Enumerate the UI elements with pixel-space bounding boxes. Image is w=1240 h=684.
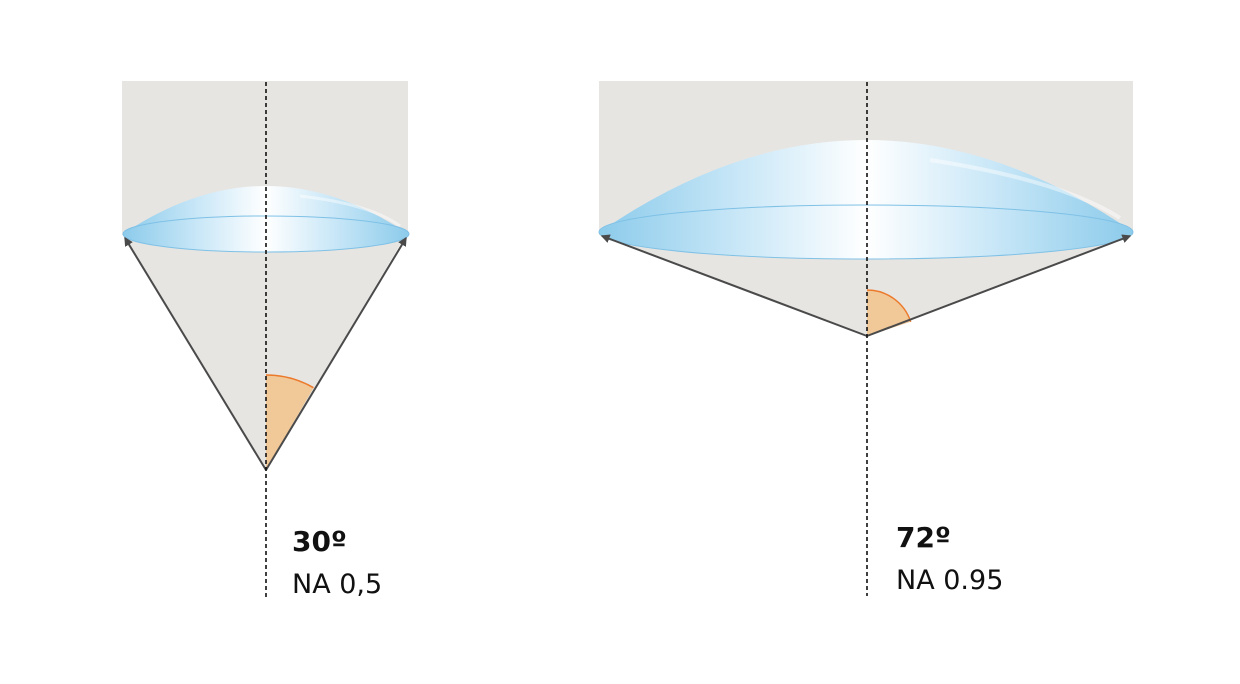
angle-label-low-na: 30º	[292, 525, 347, 558]
ray-right-arrow	[265, 236, 407, 471]
lens-highlight	[299, 194, 401, 228]
angle-arc	[866, 289, 912, 323]
lens-highlight	[929, 158, 1122, 220]
light-cone	[601, 235, 1131, 336]
diagram-high-na	[598, 81, 1134, 596]
na-label-high-na: NA 0.95	[896, 565, 1004, 596]
na-label-low-na: NA 0,5	[292, 569, 383, 600]
ray-right-arrow	[866, 234, 1132, 337]
ray-left-arrow	[600, 234, 868, 337]
lens-rim	[598, 204, 1134, 260]
angle-label-high-na: 72º	[896, 521, 951, 554]
light-cone	[124, 235, 406, 470]
angle-sector	[266, 375, 314, 470]
diagram-low-na	[122, 81, 410, 600]
ray-left-arrow	[124, 236, 267, 471]
angle-arc	[265, 374, 314, 389]
